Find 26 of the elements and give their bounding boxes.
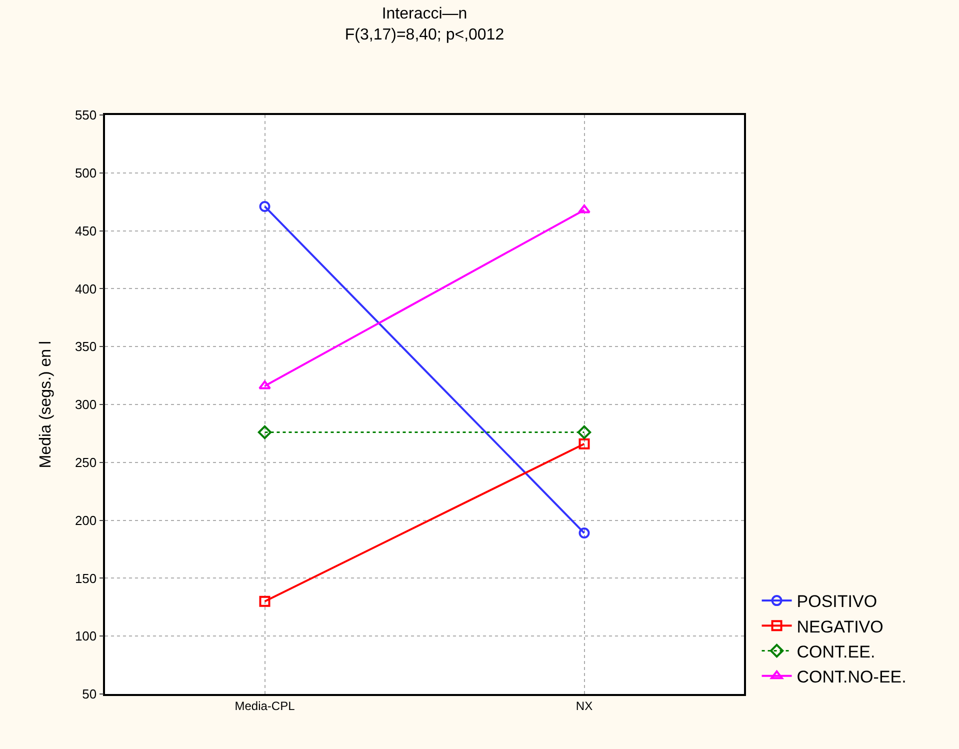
chart-subtitle: F(3,17)=8,40; p<,0012 <box>344 26 504 44</box>
y-tick-label: 500 <box>74 165 97 180</box>
point <box>258 425 272 440</box>
point <box>578 438 590 450</box>
y-tick-label: 350 <box>74 339 97 354</box>
y-tick-label: 50 <box>82 686 97 702</box>
legend-label: POSITIVO <box>796 592 878 612</box>
point <box>578 528 590 539</box>
legend-label: CONT.NO-EE. <box>796 667 906 686</box>
y-tick-label: 200 <box>74 512 97 528</box>
y-tick-label: 150 <box>74 570 97 586</box>
point <box>259 200 270 212</box>
legend-label: CONT.EE. <box>796 642 876 662</box>
y-tick-label: 300 <box>74 397 97 412</box>
y-tick-label: 100 <box>74 628 97 644</box>
x-tick-label: NX <box>576 699 593 714</box>
y-tick-label: 250 <box>74 454 97 470</box>
y-tick-label: 450 <box>74 223 97 238</box>
y-axis-title: Media (segs.) en l <box>37 340 54 468</box>
chart-title: Interacci—n <box>382 6 468 23</box>
point <box>259 596 270 607</box>
legend-label: NEGATIVO <box>796 617 884 636</box>
y-tick-label: 550 <box>74 108 97 123</box>
y-tick-label: 400 <box>74 281 97 296</box>
x-tick-label: Media-CPL <box>234 699 296 714</box>
point <box>577 425 592 440</box>
